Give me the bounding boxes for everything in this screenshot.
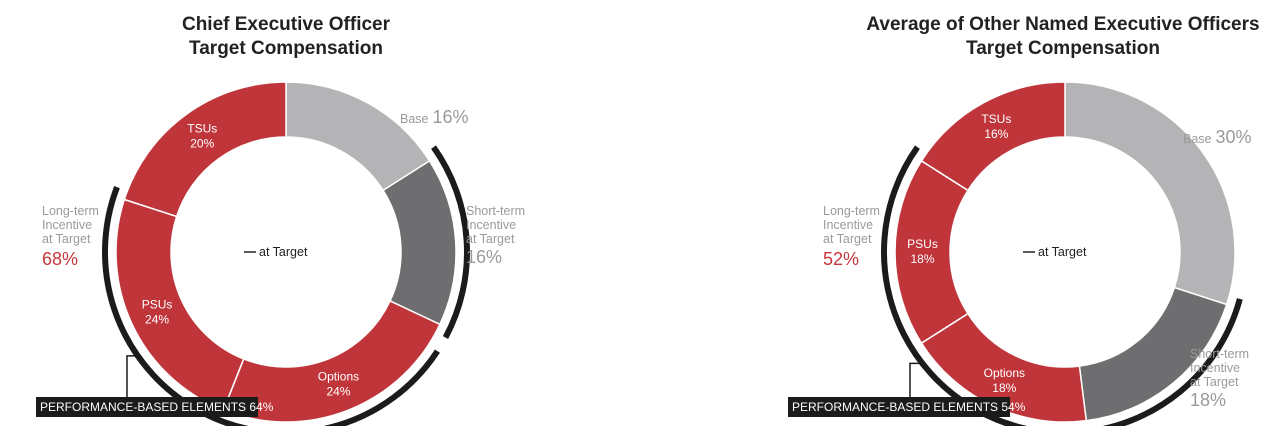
performance-arc: [881, 145, 1028, 426]
performance-box: [36, 397, 258, 417]
chart-title-line: Target Compensation: [189, 38, 383, 59]
performance-leader: [909, 362, 923, 398]
label-options: Options 24%: [318, 369, 359, 398]
sti-label: Short-term Incentive at Target: [1190, 347, 1249, 389]
ltip-label-line: Long-term: [823, 204, 880, 218]
label-psus-pct: 24%: [145, 313, 169, 327]
sti-label-line: at Target: [466, 232, 515, 246]
chart-title-line: Target Compensation: [966, 38, 1160, 59]
ltip-label: Long-term Incentive at Target: [823, 204, 880, 246]
performance-box-label: PERFORMANCE-BASED ELEMENTS 54%: [792, 400, 1026, 414]
ltip-label-line: Long-term: [42, 204, 99, 218]
ltip-label-line: at Target: [42, 232, 91, 246]
sti-label-line: Short-term: [1190, 347, 1249, 361]
ltip-label-line: Incentive: [823, 218, 873, 232]
chart-2: Average of Other Named Executive Officer…: [788, 14, 1260, 426]
sti-arc: [431, 145, 470, 339]
performance-box-label: PERFORMANCE-BASED ELEMENTS 64%: [40, 400, 274, 414]
label-tsus-name: TSUs: [981, 112, 1011, 126]
label-psus-name: PSUs: [907, 237, 938, 251]
ltip-label-pct: 68%: [42, 249, 78, 269]
ltip-label-line: at Target: [823, 232, 872, 246]
slice-base: [1064, 81, 1236, 306]
separator-psus: [921, 312, 969, 344]
slice-tsus: [920, 81, 1066, 192]
sti-label-line: Incentive: [1190, 361, 1240, 375]
label-tsus-pct: 16%: [984, 127, 1008, 141]
label-options-pct: 24%: [326, 384, 350, 398]
label-options-pct: 18%: [992, 381, 1016, 395]
base-label: Base 16%: [400, 107, 469, 127]
separator-tsus: [124, 198, 177, 218]
label-tsus-name: TSUs: [187, 122, 217, 136]
slice-psus: [115, 198, 245, 412]
label-psus-pct: 18%: [910, 252, 934, 266]
base-label-pct: 16%: [433, 107, 469, 127]
sti-label-line: Incentive: [466, 218, 516, 232]
base-label-name: Base: [1183, 132, 1212, 146]
chart-title: Average of Other Named Executive Officer…: [866, 14, 1259, 59]
sti-label-line: Short-term: [466, 204, 525, 218]
sti-label-line: at Target: [1190, 375, 1239, 389]
sti-arc: [1102, 298, 1243, 426]
chart-title-line: Chief Executive Officer: [182, 14, 391, 35]
base-label-pct: 30%: [1216, 127, 1252, 147]
center-label: at Target: [1038, 245, 1087, 259]
label-options: Options 18%: [984, 366, 1025, 395]
label-tsus: TSUs 16%: [981, 112, 1011, 141]
chart-1: Chief Executive Officer Target Compensati…: [36, 14, 525, 426]
chart-title-line: Average of Other Named Executive Officer…: [866, 14, 1259, 35]
chart-title: Chief Executive Officer Target Compensati…: [182, 14, 391, 59]
performance-box: [788, 397, 1010, 417]
performance-leader: [126, 355, 138, 398]
label-options-name: Options: [984, 366, 1025, 380]
separator-tsus: [921, 160, 969, 192]
label-options-name: Options: [318, 369, 359, 383]
slice-tsus: [123, 81, 287, 218]
base-label: Base 30%: [1183, 127, 1252, 147]
label-tsus: TSUs 20%: [187, 122, 217, 151]
ltip-label: Long-term Incentive at Target: [42, 204, 99, 246]
sti-label-pct: 18%: [1190, 390, 1226, 410]
slice-sti: [382, 159, 457, 326]
sti-label: Short-term Incentive at Target: [466, 204, 525, 246]
label-tsus-pct: 20%: [190, 137, 214, 151]
sti-label-pct: 16%: [466, 247, 502, 267]
label-psus: PSUs 24%: [142, 298, 173, 327]
base-label-name: Base: [400, 112, 429, 126]
ltip-label-line: Incentive: [42, 218, 92, 232]
center-label: at Target: [259, 245, 308, 259]
label-psus-name: PSUs: [142, 298, 173, 312]
ltip-label-pct: 52%: [823, 249, 859, 269]
label-psus: PSUs 18%: [907, 237, 938, 266]
